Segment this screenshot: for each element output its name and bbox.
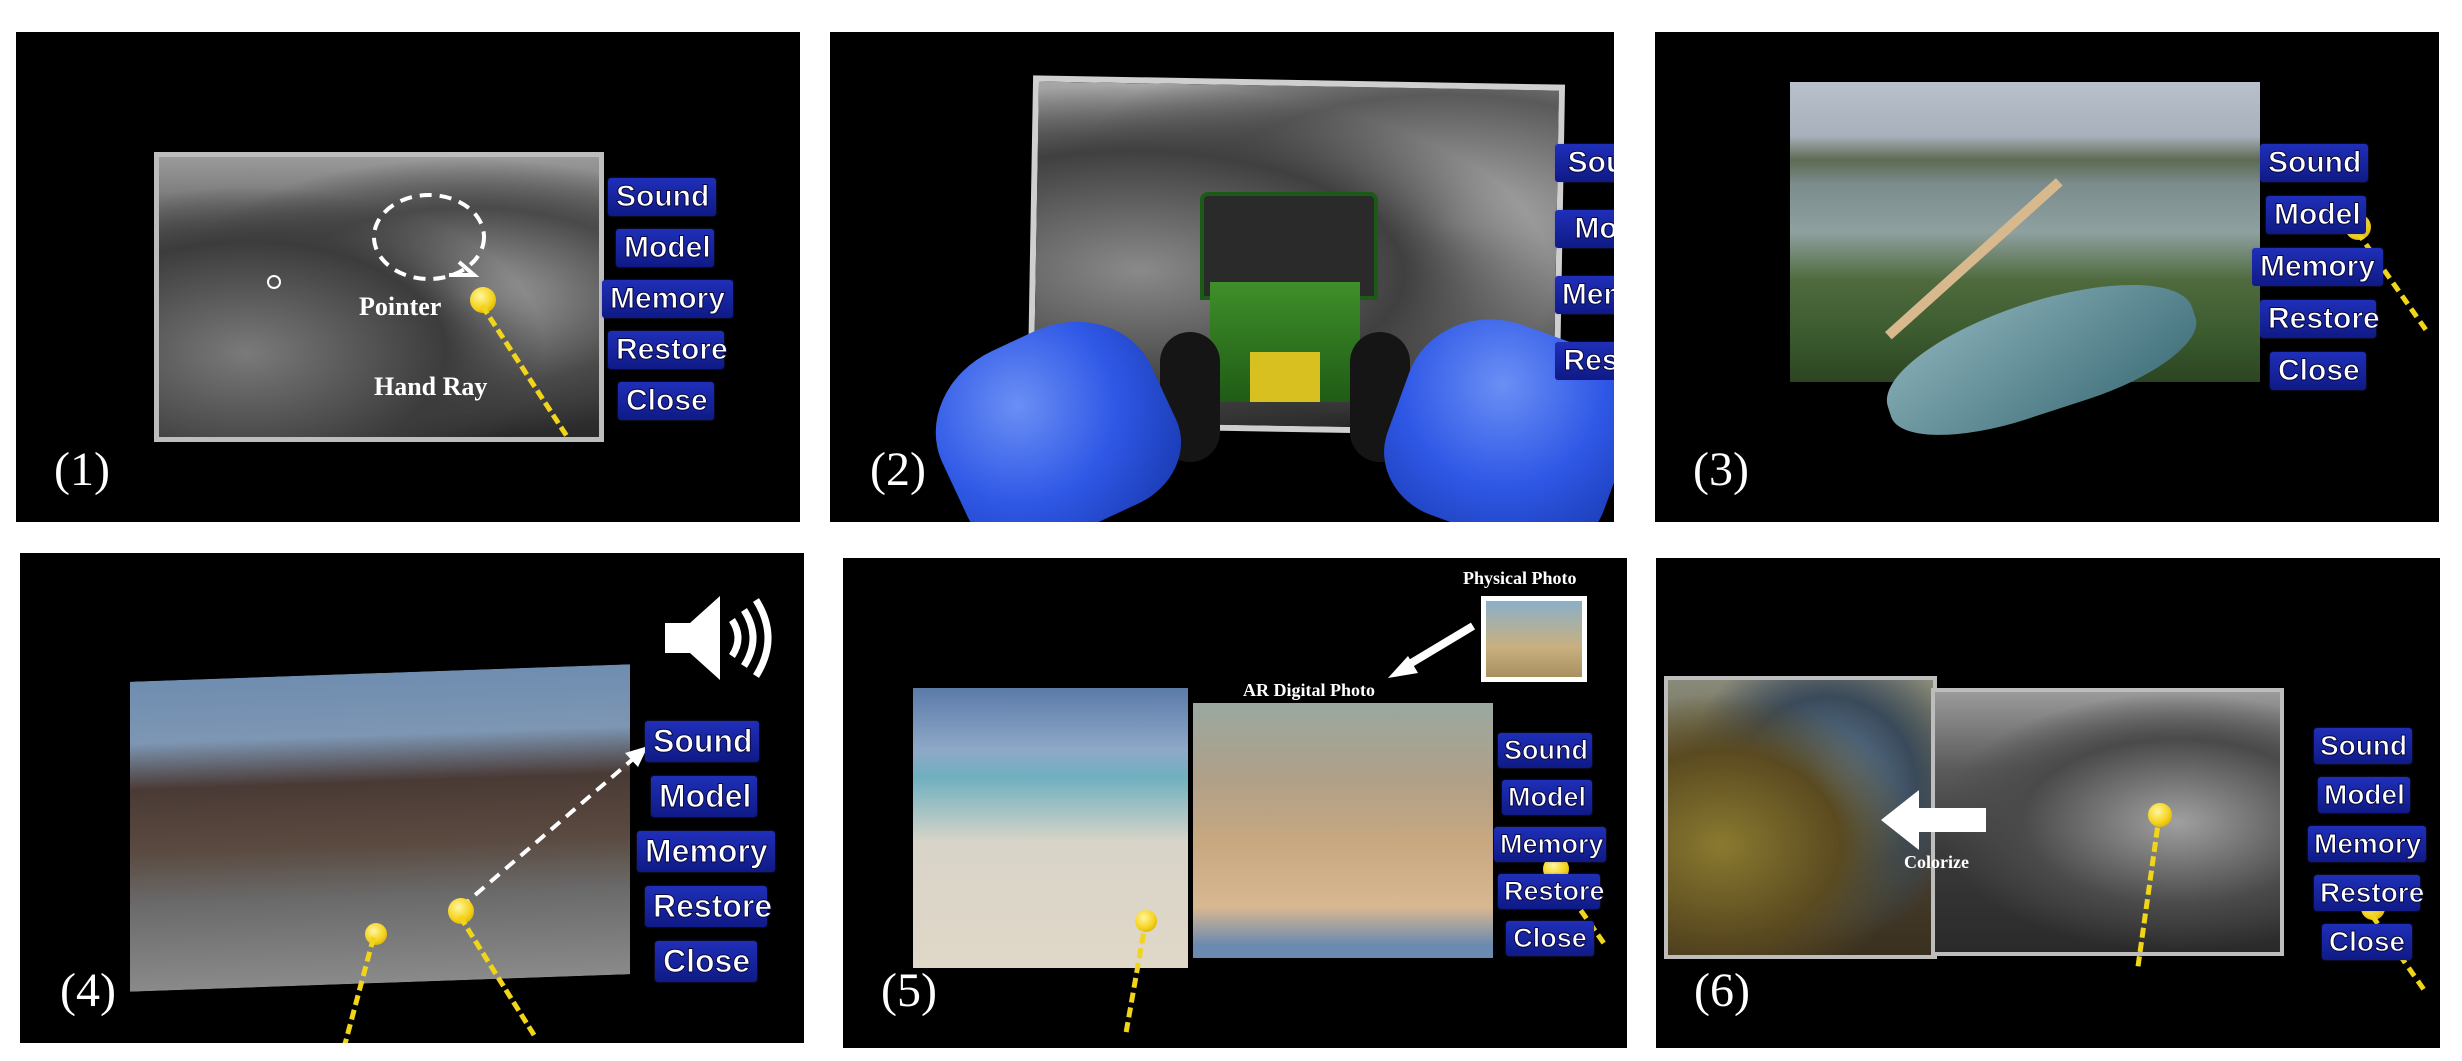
restore-button[interactable]: Rest [1555,342,1614,380]
sound-button[interactable]: Sound [608,178,716,216]
restore-button[interactable]: Restore [2314,875,2425,911]
pointer-dot [2148,803,2172,827]
holo-menu: Sound Model Memory Restore Close [2308,728,2426,960]
sound-button[interactable]: Sound [2314,728,2412,764]
panel-label: (3) [1693,443,1749,496]
restore-button[interactable]: Restore [645,886,773,927]
market-photo-bw: Pointer Hand Ray [154,152,604,442]
market-photo-bw [1931,688,2284,956]
panel-5-memory-demo: Physical Photo AR Digital Photo Sound Mo… [843,558,1627,1048]
model-button[interactable]: Model [616,229,714,267]
memory-button[interactable]: Memory [602,280,733,318]
physical-photo-thumbnail [1481,596,1587,682]
panel-3-lake-demo: Sound Model Memory Restore Close (3) [1655,32,2439,522]
sound-button[interactable]: Sound [645,721,759,762]
close-button[interactable]: Close [655,941,757,982]
panel-label: (2) [870,443,926,496]
model-button[interactable]: Mo [1555,210,1614,248]
holo-menu: Sou Mo Mem Rest [1555,144,1614,380]
pointer-dot [470,287,496,313]
colorize-label: Colorize [1904,852,1969,872]
memory-button[interactable]: Memory [2308,826,2426,862]
panel-2-model-demo: Sou Mo Mem Rest (2) [830,32,1614,522]
pointer-dot [365,923,387,945]
panel-4-sound-demo: Sound Model Memory Restore Close (4) [20,553,804,1043]
model-button[interactable]: Model [2318,777,2410,813]
memory-button[interactable]: Memory [2252,248,2383,286]
holo-menu: Sound Model Memory Restore Close [2252,144,2383,390]
hand-ray-label: Hand Ray [374,372,488,401]
panel-label: (6) [1694,964,1750,1017]
model-button[interactable]: Model [2266,196,2366,234]
pointer-label: Pointer [359,292,442,321]
arrow-to-ar-photo [1388,622,1476,678]
memory-button[interactable]: Memory [637,831,775,872]
pointer-dot [448,898,474,924]
memory-button[interactable]: Mem [1555,276,1614,314]
ar-digital-photo-label: AR Digital Photo [1243,680,1375,700]
restore-button[interactable]: Restore [608,331,728,369]
restore-button[interactable]: Restore [1498,874,1605,909]
tractor-3d-model [1160,172,1410,462]
model-button[interactable]: Model [651,776,757,817]
close-button[interactable]: Close [2270,352,2366,390]
restore-button[interactable]: Restore [2260,300,2380,338]
pointer-dot [1135,910,1157,932]
speaker-icon [665,596,772,680]
panel-label: (1) [54,443,110,496]
panel-label: (5) [881,964,937,1017]
panel-6-restore-demo: Colorize Sound Model Memory Restore Clos… [1656,558,2440,1048]
close-button[interactable]: Close [2322,924,2412,960]
holo-menu: Sound Model Memory Restore Close [1494,733,1606,956]
sound-button[interactable]: Sound [1498,733,1592,768]
memory-button[interactable]: Memory [1494,827,1606,862]
arrow-left-icon [1881,790,1986,850]
holo-menu: Sound Model Memory Restore Close [602,178,733,420]
sound-button[interactable]: Sou [1555,144,1614,182]
model-button[interactable]: Model [1502,780,1592,815]
sound-button[interactable]: Sound [2260,144,2368,182]
holo-menu: Sound Model Memory Restore Close [637,721,775,982]
physical-photo-label: Physical Photo [1463,568,1577,588]
close-button[interactable]: Close [1506,921,1594,956]
close-button[interactable]: Close [618,382,714,420]
ar-digital-photo [1193,703,1493,958]
panel-label: (4) [60,964,116,1017]
panel-1-pointer-demo: Pointer Hand Ray Sound Model Memory Rest… [16,32,800,522]
dashed-arrow-to-sound [458,746,648,910]
